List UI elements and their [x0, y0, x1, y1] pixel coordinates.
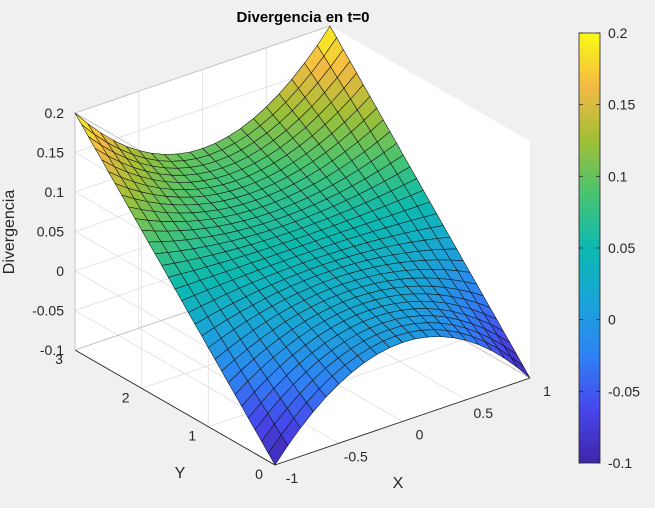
x-tick-label: 0.5: [474, 405, 494, 421]
box-edge: [74, 25, 331, 114]
x-tick-label: -0.5: [344, 448, 368, 464]
z-tick-label: -0.05: [32, 303, 64, 319]
colorbar-tick-label: 0: [608, 312, 616, 328]
z-tick-label: 0.15: [37, 145, 64, 161]
colorbar-tick-label: -0.05: [608, 383, 640, 399]
y-axis-label: Y: [175, 465, 186, 482]
z-axis-label: Divergencia: [1, 190, 18, 275]
x-tick-label: -1: [286, 470, 299, 486]
z-tick-label: -0.1: [40, 342, 64, 358]
z-tick-label: 0.1: [45, 184, 65, 200]
colorbar-tick-label: 0.05: [608, 240, 635, 256]
z-tick-label: 0.05: [37, 224, 64, 240]
chart-title: Divergencia en t=0: [237, 9, 370, 26]
colorbar-tick-label: 0.1: [608, 168, 628, 184]
y-tick-label: 0: [255, 466, 263, 482]
surface-patch: [268, 434, 289, 466]
x-tick-label: 0: [416, 427, 424, 443]
z-tick-label: 0.2: [45, 105, 65, 121]
colorbar-tick-label: 0.15: [608, 97, 635, 113]
surface-plot: [74, 25, 531, 466]
colorbar: -0.1 -0.05 0 0.05 0.1 0.15 0.2: [578, 25, 640, 471]
axis-line: [74, 349, 276, 466]
axis-ticks: -0.1 -0.05 0 0.05 0.1 0.15 0.2 -1 -0.5 0 0.5 1 0 1 2 3: [32, 105, 551, 486]
y-tick-label: 2: [122, 389, 130, 405]
colorbar-tick-label: 0.2: [608, 25, 628, 41]
y-tick-label: 1: [188, 428, 196, 444]
colorbar-tick-label: -0.1: [608, 455, 632, 471]
y-tick-label: 3: [55, 351, 63, 367]
x-tick-label: 1: [543, 383, 551, 399]
x-axis-label: X: [393, 475, 404, 492]
axis-line: [274, 377, 531, 466]
z-tick-label: 0: [56, 263, 64, 279]
